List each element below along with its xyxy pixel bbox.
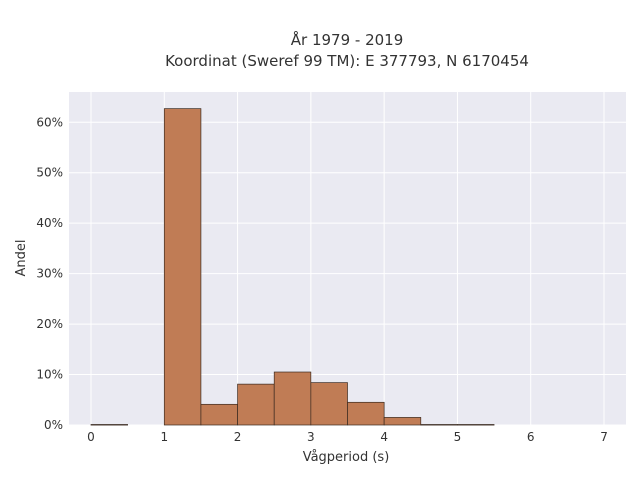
x-tick-label: 2: [234, 430, 242, 444]
x-tick-label: 3: [307, 430, 315, 444]
y-tick-label: 10%: [36, 368, 63, 382]
y-tick-label: 20%: [36, 317, 63, 331]
histogram-bar: [310, 382, 348, 426]
y-tick-label: 0%: [44, 418, 63, 432]
histogram-bar: [90, 424, 128, 426]
x-tick-label: 7: [600, 430, 608, 444]
x-axis-ticks: 0 1 2 3 4 5 6 7: [87, 430, 608, 444]
y-axis-label: Andel: [14, 240, 29, 277]
histogram-bars: [90, 108, 495, 426]
y-tick-label: 40%: [36, 216, 63, 230]
histogram-bar: [383, 417, 422, 426]
chart-title-line-1: År 1979 - 2019: [291, 30, 404, 49]
plot-area: [69, 92, 626, 425]
histogram-bar: [347, 401, 385, 426]
histogram-bar: [163, 108, 202, 426]
y-axis-ticks: 0% 10% 20% 30% 40% 50% 60%: [36, 115, 63, 432]
grid-lines: [69, 92, 626, 426]
y-tick-label: 60%: [36, 115, 63, 129]
x-tick-label: 5: [454, 430, 462, 444]
y-tick-label: 50%: [36, 166, 63, 180]
x-tick-label: 1: [160, 430, 168, 444]
histogram-bar: [237, 383, 275, 426]
histogram-bar: [200, 403, 238, 426]
x-tick-label: 6: [527, 430, 535, 444]
chart-title-line-2: Koordinat (Sweref 99 TM): E 377793, N 61…: [165, 52, 529, 70]
histogram-bar: [420, 424, 458, 426]
y-tick-label: 30%: [36, 267, 63, 281]
x-axis-label: Vågperiod (s): [303, 450, 390, 465]
histogram-bar: [273, 371, 312, 426]
x-tick-label: 0: [87, 430, 95, 444]
histogram-bar: [457, 424, 495, 426]
x-tick-label: 4: [380, 430, 388, 444]
